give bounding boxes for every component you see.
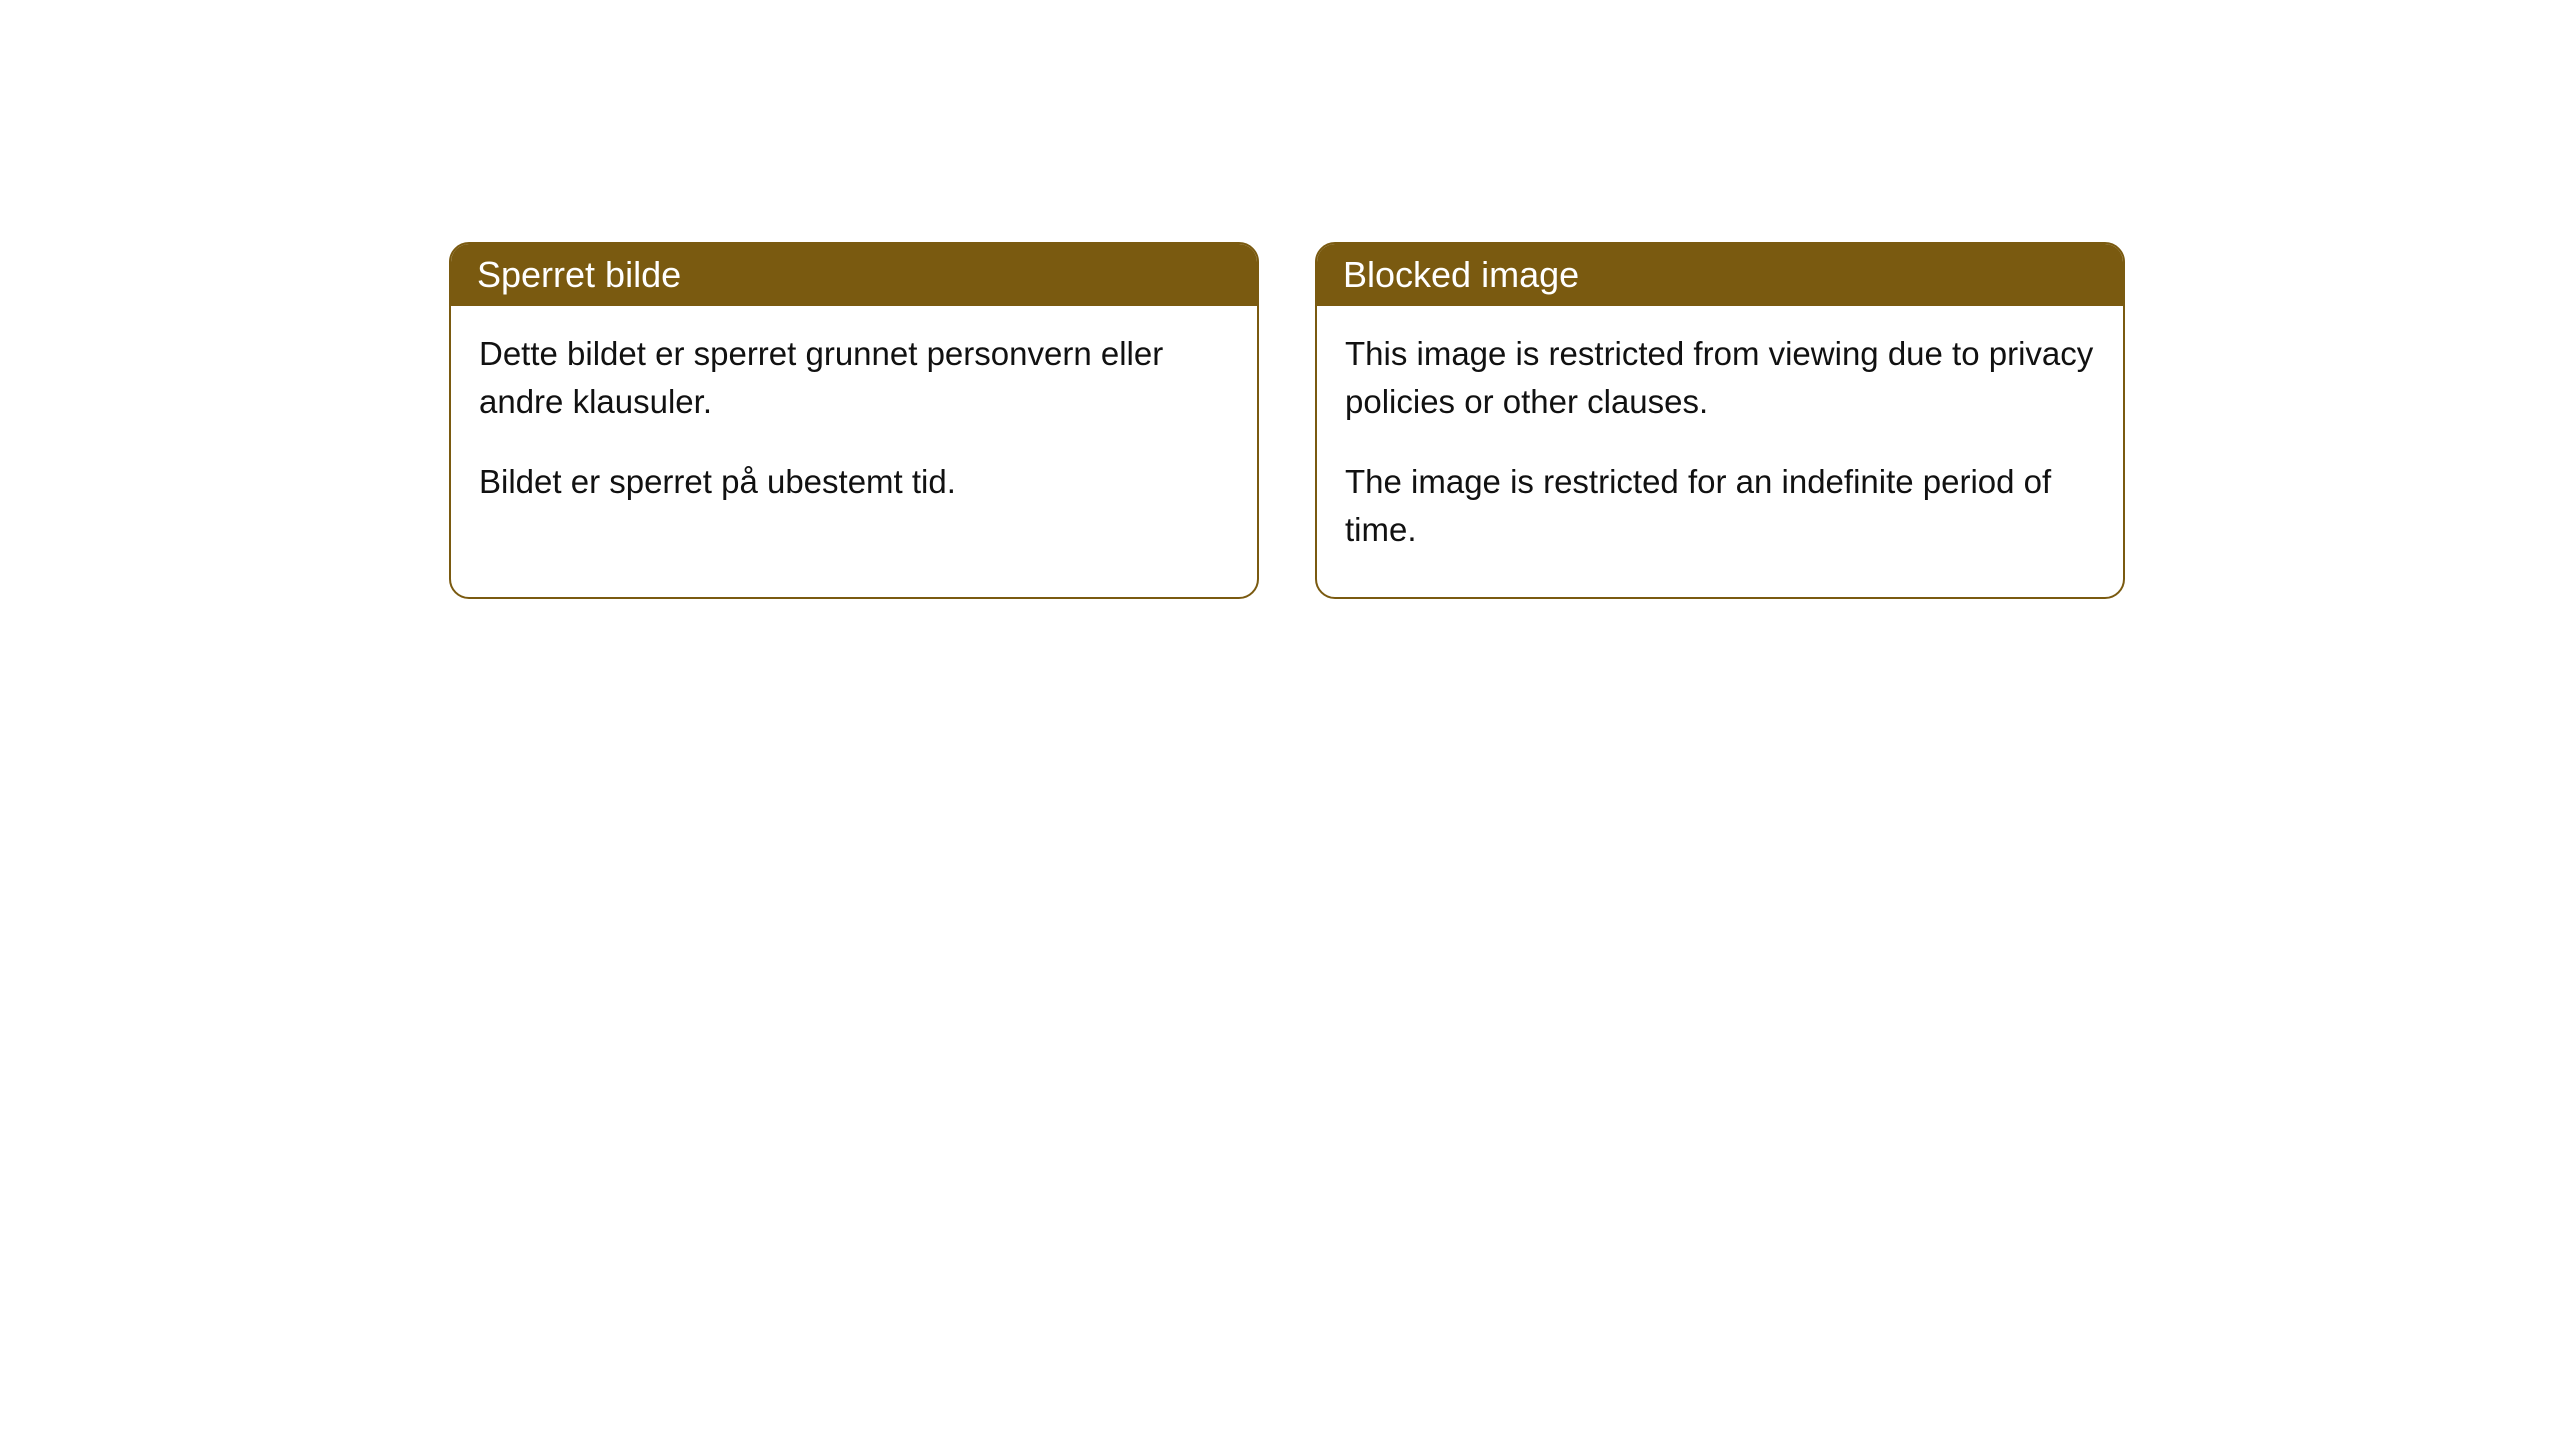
notice-paragraph: The image is restricted for an indefinit… [1345,458,2095,554]
notice-card-english: Blocked image This image is restricted f… [1315,242,2125,599]
notice-title: Sperret bilde [477,254,681,295]
notice-paragraph: Dette bildet er sperret grunnet personve… [479,330,1229,426]
notice-header: Blocked image [1317,244,2123,306]
notice-cards-container: Sperret bilde Dette bildet er sperret gr… [449,242,2125,599]
notice-title: Blocked image [1343,254,1579,295]
notice-card-norwegian: Sperret bilde Dette bildet er sperret gr… [449,242,1259,599]
notice-body: Dette bildet er sperret grunnet personve… [451,306,1257,550]
notice-body: This image is restricted from viewing du… [1317,306,2123,597]
notice-paragraph: Bildet er sperret på ubestemt tid. [479,458,1229,506]
notice-header: Sperret bilde [451,244,1257,306]
notice-paragraph: This image is restricted from viewing du… [1345,330,2095,426]
